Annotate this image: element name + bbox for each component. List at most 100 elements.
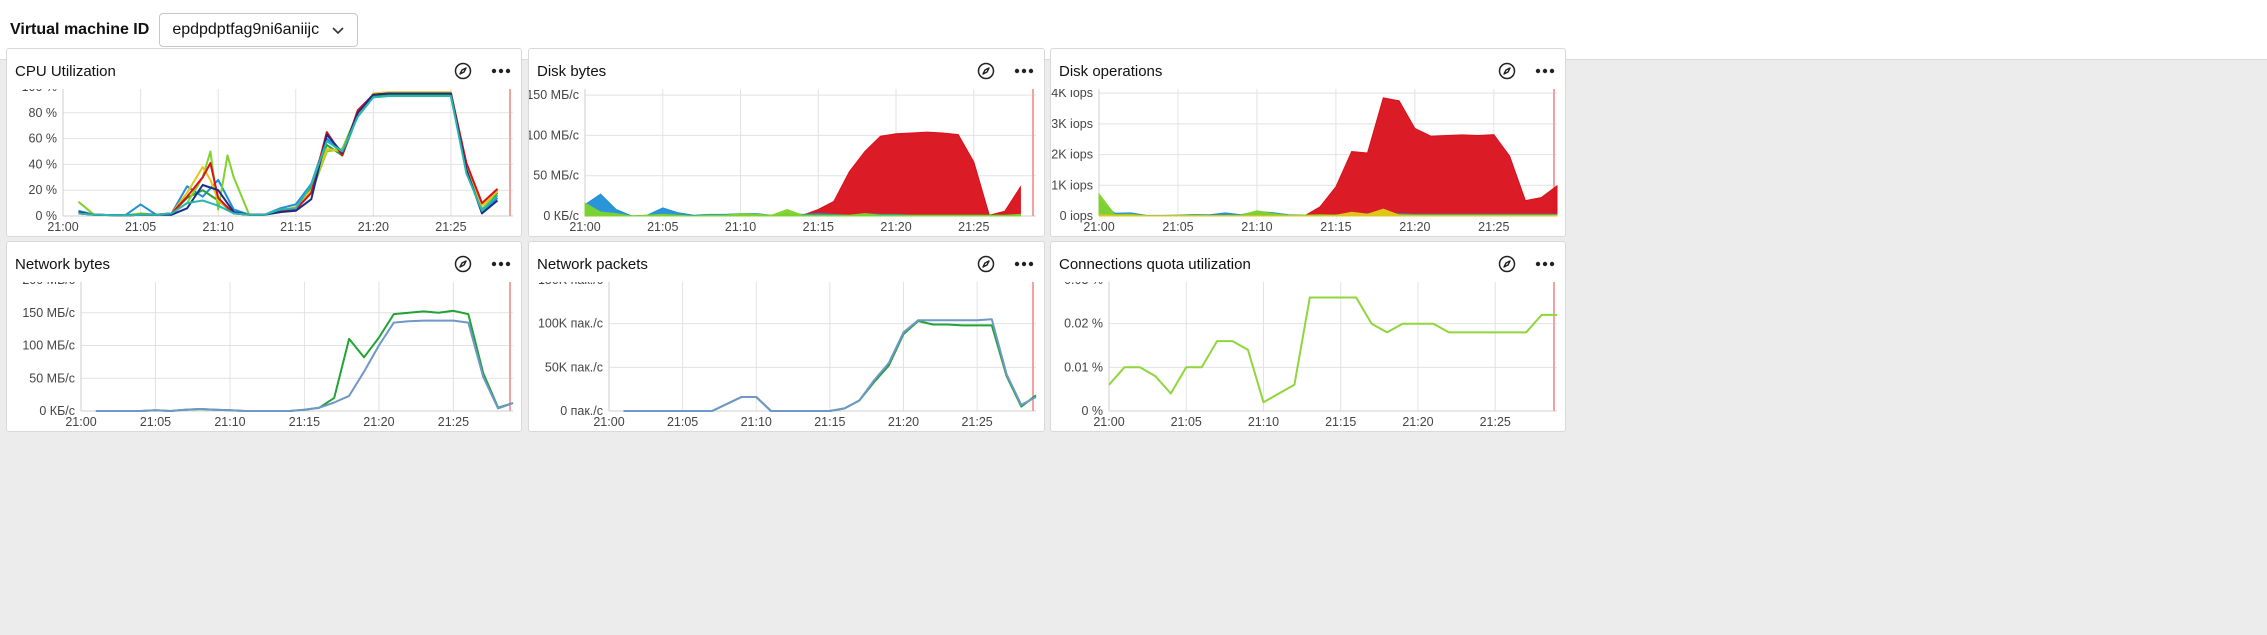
y-tick-label: 1K iops (1051, 178, 1093, 192)
series-area (584, 202, 1021, 217)
chart-net-packets: 150K пак./с 100K пак./с 50K пак./с 0 пак./с… (538, 282, 1037, 429)
panel-net-packets: Network packets 150K пак./с 100K пак./с 50K… (528, 241, 1045, 432)
x-tick-label: 21:20 (358, 220, 389, 234)
y-tick-label: 100 % (22, 89, 57, 94)
panel-actions (1495, 252, 1557, 276)
y-tick-label: 100 МБ/с (22, 339, 75, 353)
y-tick-label: 0 % (1081, 404, 1103, 418)
y-tick-label: 150K пак./с (538, 282, 603, 287)
y-tick-label: 0.02 % (1064, 317, 1103, 331)
y-tick-label: 50K пак./с (545, 360, 603, 374)
more-options-icon[interactable] (489, 59, 513, 83)
series-area (584, 131, 1021, 217)
y-tick-label: 0 КБ/с (543, 209, 579, 223)
panel-actions (974, 252, 1036, 276)
series-line (77, 92, 499, 217)
more-options-icon[interactable] (1012, 59, 1036, 83)
x-tick-label: 21:05 (647, 220, 678, 234)
x-tick-label: 21:10 (725, 220, 756, 234)
more-options-icon[interactable] (1533, 252, 1557, 276)
series-area (1098, 208, 1558, 217)
y-tick-label: 3K iops (1051, 117, 1093, 131)
more-options-icon[interactable] (1012, 252, 1036, 276)
x-tick-label: 21:20 (880, 220, 911, 234)
x-tick-label: 21:25 (961, 415, 992, 429)
explore-compass-icon[interactable] (1495, 59, 1519, 83)
chart-conn-quota: 0.03 % 0.02 % 0.01 % 0 %21:00 21:05 21:10 21:1… (1064, 282, 1557, 429)
series-line (78, 92, 499, 217)
x-tick-label: 21:00 (65, 415, 96, 429)
x-tick-label: 21:05 (1171, 415, 1202, 429)
y-tick-label: 80 % (29, 106, 58, 120)
explore-compass-icon[interactable] (1495, 252, 1519, 276)
x-tick-label: 21:25 (438, 415, 469, 429)
series-line (78, 92, 499, 217)
panel-conn-quota: Connections quota utilization 0.03 % 0.02 … (1050, 241, 1566, 432)
y-tick-label: 50 МБ/с (29, 371, 75, 385)
panel-actions (974, 59, 1036, 83)
panel-title: Network bytes (15, 256, 111, 273)
x-tick-label: 21:15 (1320, 220, 1351, 234)
x-tick-label: 21:20 (363, 415, 394, 429)
y-tick-label: 2K iops (1051, 148, 1093, 162)
panel-title: Network packets (537, 256, 648, 273)
y-tick-label: 50 МБ/с (533, 169, 579, 183)
x-tick-label: 21:10 (1241, 220, 1272, 234)
x-tick-label: 21:25 (1480, 415, 1511, 429)
x-tick-label: 21:15 (803, 220, 834, 234)
explore-compass-icon[interactable] (451, 252, 475, 276)
x-tick-label: 21:15 (1325, 415, 1356, 429)
y-tick-label: 200 МБ/с (22, 282, 75, 287)
x-tick-label: 21:05 (667, 415, 698, 429)
explore-compass-icon[interactable] (451, 59, 475, 83)
x-tick-label: 21:00 (593, 415, 624, 429)
x-tick-label: 21:10 (214, 415, 245, 429)
x-tick-label: 21:25 (435, 220, 466, 234)
x-tick-label: 21:00 (1083, 220, 1114, 234)
y-tick-label: 0.03 % (1064, 282, 1103, 287)
x-tick-label: 21:10 (741, 415, 772, 429)
x-tick-label: 21:20 (1402, 415, 1433, 429)
vm-id-label: Virtual machine ID (10, 20, 150, 38)
y-tick-label: 100 МБ/с (529, 128, 579, 142)
panel-actions (451, 59, 513, 83)
panel-disk-ops: Disk operations 4K iops 3K iops 2K iops 1K i… (1050, 48, 1566, 237)
panel-net-bytes: Network bytes 200 МБ/с 150 МБ/с 100 МБ/с 50 … (6, 241, 522, 432)
x-tick-label: 21:25 (958, 220, 989, 234)
x-tick-label: 21:05 (125, 220, 156, 234)
series-area (1099, 97, 1558, 217)
y-tick-label: 0 iops (1060, 209, 1093, 223)
series-line (78, 95, 499, 217)
more-options-icon[interactable] (1533, 59, 1557, 83)
y-tick-label: 60 % (29, 132, 58, 146)
vm-id-select[interactable]: epdpdptfag9ni6aniijc (159, 12, 359, 47)
y-tick-label: 100K пак./с (538, 317, 603, 331)
x-tick-label: 21:05 (1162, 220, 1193, 234)
panel-title: CPU Utilization (15, 63, 116, 80)
chart-cpu: 100 % 80 % 60 % 40 % 20 % 0 %21:00 21:05 21:10 2… (22, 89, 513, 234)
x-tick-label: 21:10 (203, 220, 234, 234)
y-tick-label: 0 % (35, 209, 57, 223)
panel-title: Disk operations (1059, 63, 1163, 80)
x-tick-label: 21:20 (1399, 220, 1430, 234)
x-tick-label: 21:15 (814, 415, 845, 429)
explore-compass-icon[interactable] (974, 252, 998, 276)
vm-id-value: epdpdptfag9ni6aniijc (172, 20, 320, 38)
panel-actions (451, 252, 513, 276)
x-tick-label: 21:25 (1478, 220, 1509, 234)
series-line (1108, 296, 1557, 404)
explore-compass-icon[interactable] (974, 59, 998, 83)
x-tick-label: 21:00 (1093, 415, 1124, 429)
chart-disk-bytes: 150 МБ/с 100 МБ/с 50 МБ/с 0 КБ/с21:00 21:05 2… (529, 89, 1036, 234)
panel-title: Disk bytes (537, 63, 607, 80)
series-line (78, 95, 499, 217)
more-options-icon[interactable] (489, 252, 513, 276)
x-tick-label: 21:00 (47, 220, 78, 234)
y-tick-label: 4K iops (1051, 89, 1093, 100)
y-tick-label: 150 МБ/с (529, 89, 579, 102)
y-tick-label: 20 % (29, 183, 58, 197)
series-line (623, 318, 1037, 412)
x-tick-label: 21:10 (1248, 415, 1279, 429)
